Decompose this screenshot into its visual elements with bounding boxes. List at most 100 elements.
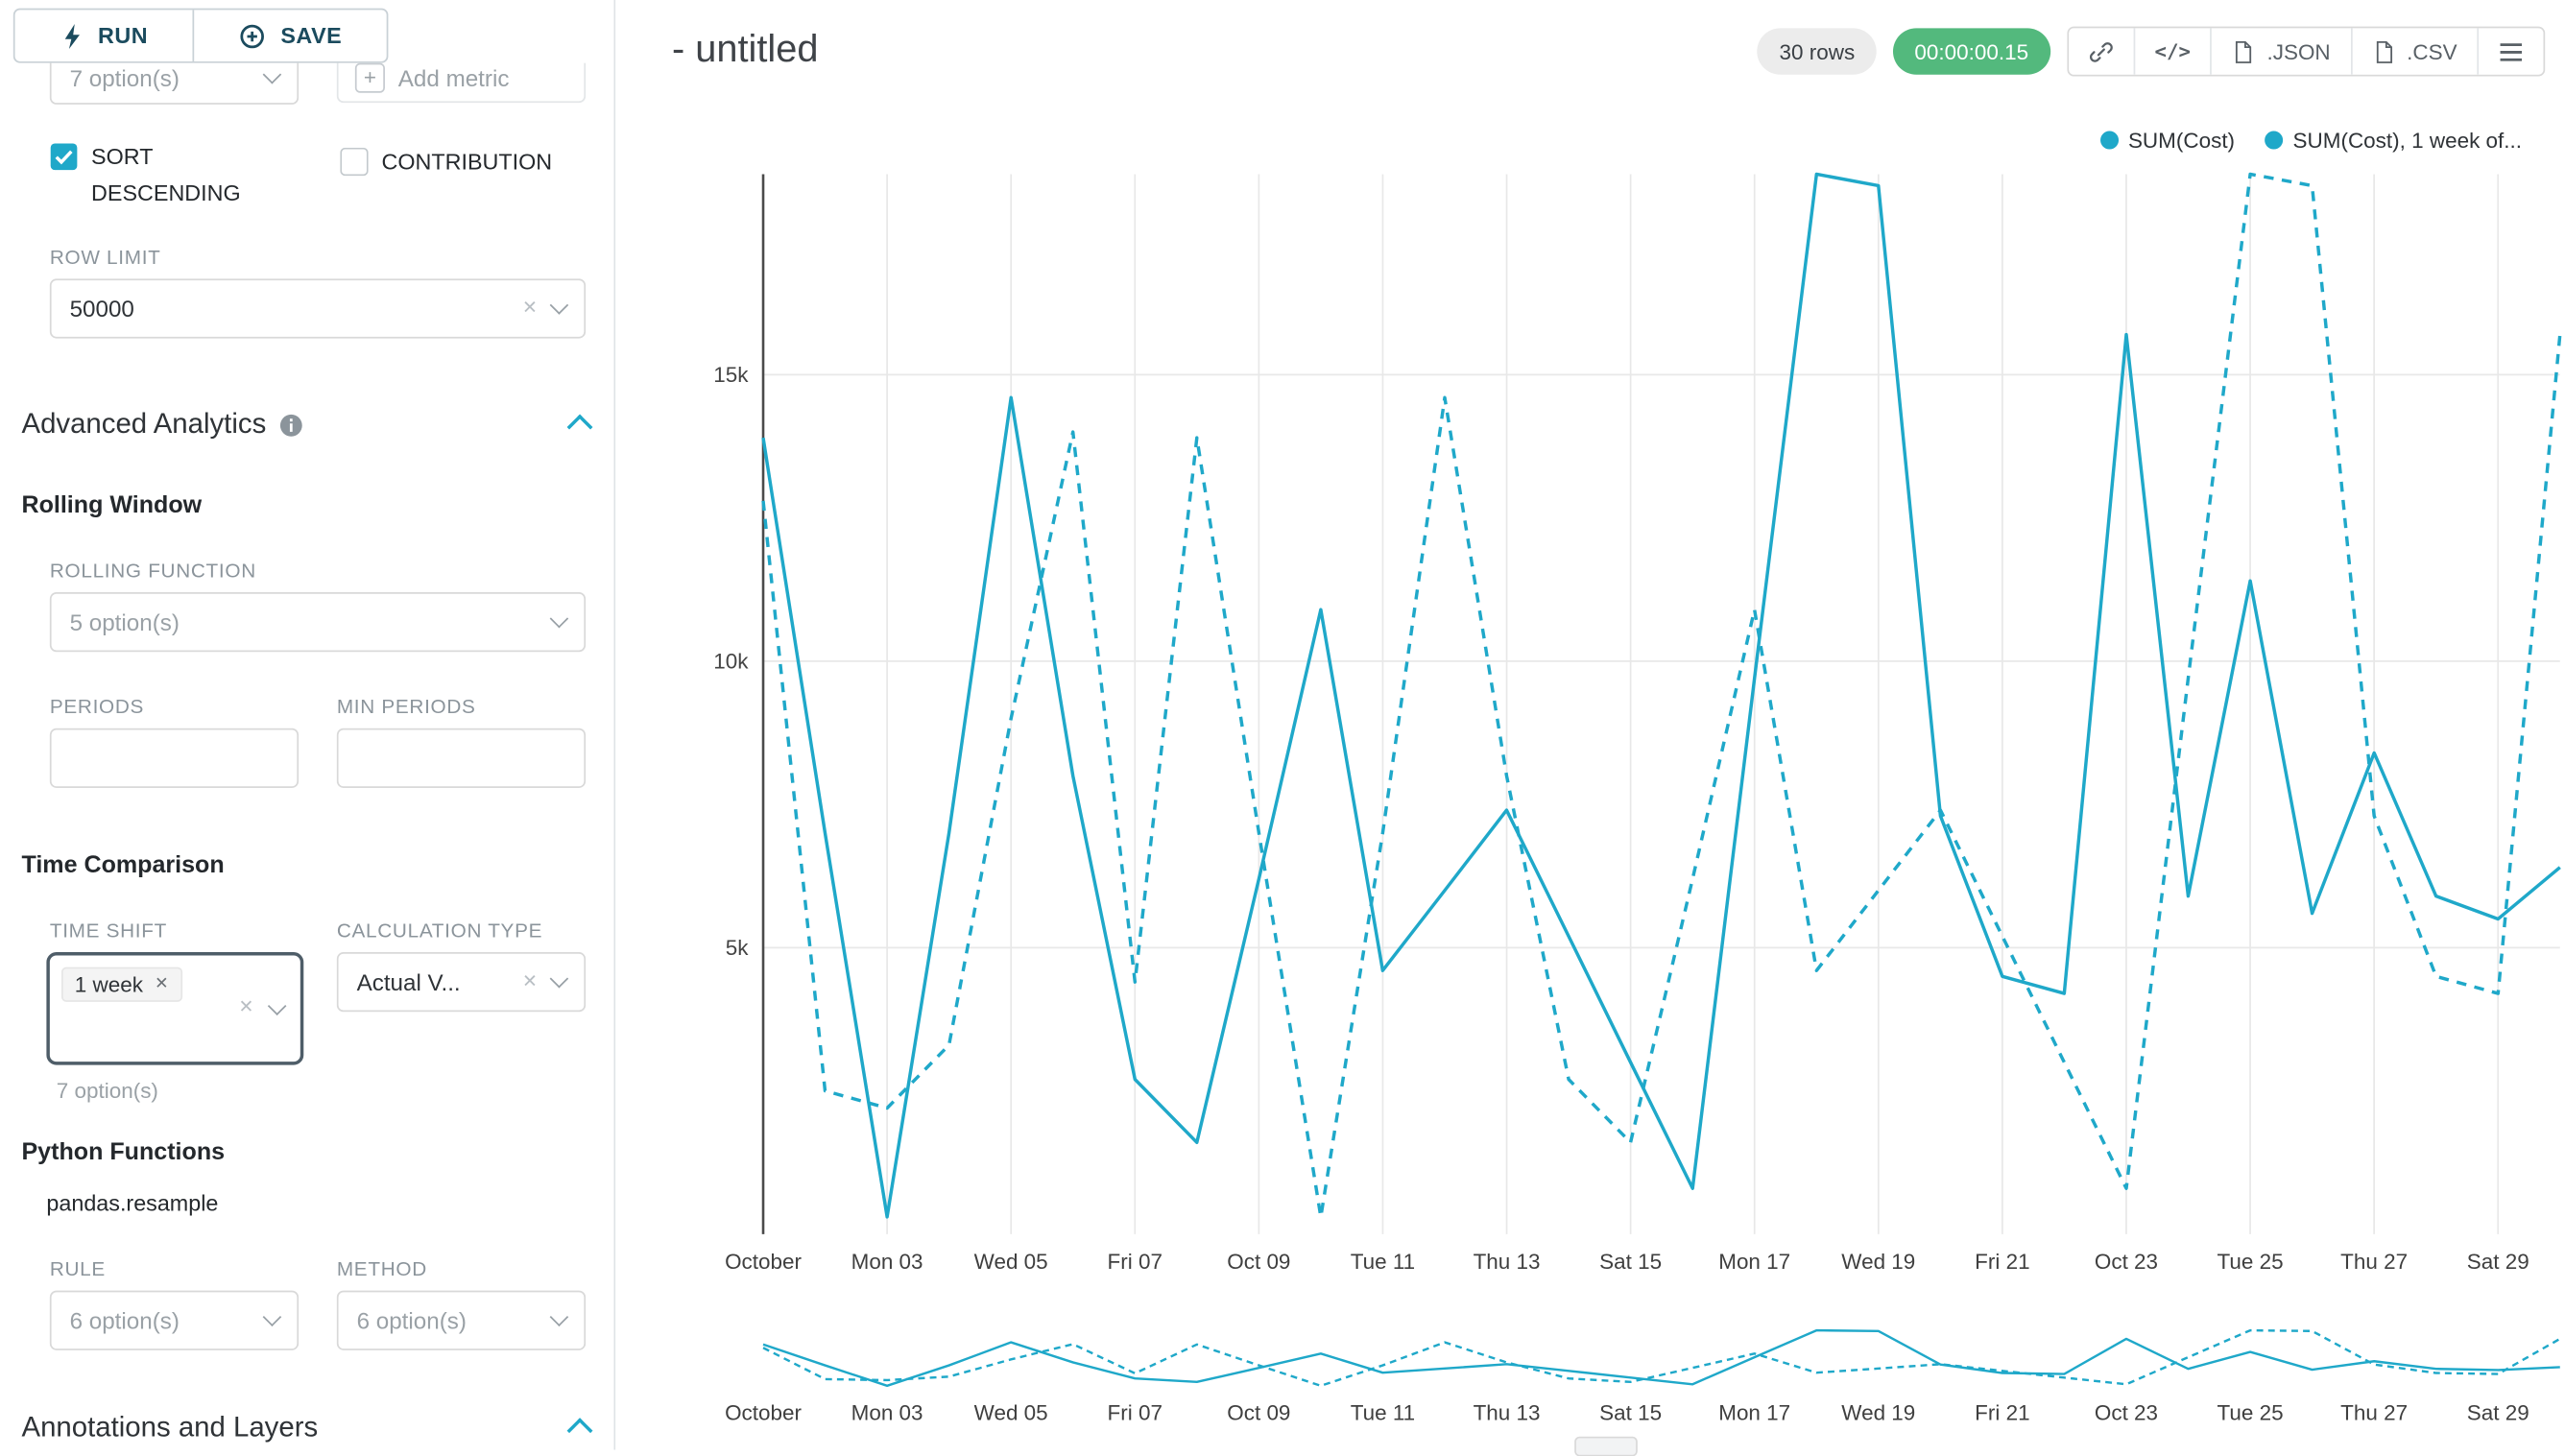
panel-header: RUN SAVE — [0, 0, 614, 63]
export-json-button[interactable]: .JSON — [2210, 28, 2351, 75]
method-select[interactable]: 6 option(s) — [336, 1290, 587, 1350]
legend-item[interactable]: SUM(Cost) — [2099, 128, 2236, 154]
x-tick-label: Oct 09 — [1227, 1400, 1290, 1424]
query-timer-badge: 00:00:00.15 — [1892, 28, 2050, 75]
x-tick-label: Mon 03 — [851, 1400, 923, 1424]
code-icon: </> — [2154, 39, 2191, 63]
rule-value: 6 option(s) — [69, 1306, 180, 1334]
chart-legend: SUM(Cost) SUM(Cost), 1 week of... — [2099, 128, 2522, 154]
control-panel: 7 option(s) Add metric RUN — [0, 0, 614, 1450]
x-tick-label: Fri 07 — [1108, 1400, 1163, 1424]
advanced-analytics-header[interactable]: Advanced Analytics — [21, 408, 593, 442]
run-save-group: RUN SAVE — [12, 8, 389, 63]
contribution-checkbox[interactable]: CONTRIBUTION — [340, 144, 552, 179]
pandas-resample-label: pandas.resample — [46, 1190, 219, 1216]
x-tick-label: October — [725, 1250, 802, 1274]
export-csv-button[interactable]: .CSV — [2350, 28, 2478, 75]
rolling-function-value: 5 option(s) — [69, 609, 180, 635]
row-limit-select[interactable]: 50000 ✕ — [49, 278, 587, 339]
copy-link-button[interactable] — [2068, 28, 2134, 75]
chevron-down-icon[interactable] — [549, 968, 569, 989]
x-tick-label: Wed 19 — [1841, 1400, 1915, 1424]
export-button-group: </> .JSON .CSV — [2066, 26, 2546, 77]
series-line-main — [761, 172, 2561, 1219]
series-line-mini — [762, 1328, 2560, 1388]
sort-descending-checkbox[interactable]: SORT DESCENDING — [50, 139, 282, 211]
x-tick-label: Tue 11 — [1351, 1400, 1415, 1424]
series-line-mini — [762, 1328, 2561, 1388]
min-periods-label: MIN PERIODS — [336, 695, 476, 719]
y-tick-label: 15k — [713, 363, 749, 387]
legend-dot-icon — [2265, 131, 2284, 150]
chart-header-actions: 30 rows 00:00:00.15 </> — [1758, 26, 2546, 77]
add-metric-label: Add metric — [397, 63, 510, 91]
chevron-down-icon[interactable] — [262, 64, 282, 84]
chevron-down-icon[interactable] — [549, 609, 569, 629]
x-tick-label: Thu 27 — [2340, 1400, 2408, 1424]
chart-title[interactable]: - untitled — [671, 26, 819, 70]
tag-remove-icon[interactable]: ✕ — [155, 974, 169, 993]
run-button-label: RUN — [97, 23, 149, 49]
legend-item[interactable]: SUM(Cost), 1 week of... — [2265, 128, 2522, 153]
x-tick-label: Thu 13 — [1474, 1250, 1541, 1274]
x-tick-label: Oct 23 — [2095, 1250, 2158, 1274]
x-tick-label: Mon 17 — [1718, 1400, 1790, 1424]
row-count-badge: 30 rows — [1758, 28, 1877, 75]
contribution-label: CONTRIBUTION — [381, 149, 553, 175]
x-tick-label: Thu 13 — [1474, 1400, 1541, 1424]
x-tick-label: Tue 11 — [1351, 1250, 1415, 1274]
legend-label: SUM(Cost), 1 week of... — [2292, 128, 2523, 154]
chevron-down-icon[interactable] — [267, 995, 287, 1015]
x-tick-label: Tue 25 — [2217, 1250, 2284, 1274]
rule-label: RULE — [49, 1257, 106, 1281]
hamburger-menu-icon — [2500, 42, 2523, 60]
x-tick-label: Oct 09 — [1227, 1250, 1290, 1274]
rolling-function-select[interactable]: 5 option(s) — [49, 592, 587, 653]
x-tick-label: Wed 05 — [974, 1250, 1048, 1274]
checkbox-unchecked-icon — [340, 148, 369, 177]
collapse-chevron-icon[interactable] — [566, 414, 593, 441]
embed-code-button[interactable]: </> — [2133, 28, 2211, 75]
info-icon[interactable] — [279, 412, 304, 437]
rule-select[interactable]: 6 option(s) — [49, 1290, 300, 1350]
x-tick-label: Fri 21 — [1975, 1250, 2029, 1274]
run-button[interactable]: RUN — [15, 10, 193, 61]
plus-circle-icon — [240, 23, 265, 48]
min-periods-input[interactable] — [336, 728, 587, 788]
python-functions-title: Python Functions — [21, 1139, 226, 1166]
legend-label: SUM(Cost) — [2127, 128, 2236, 154]
panel-resize-gutter[interactable] — [613, 0, 616, 1450]
metric-select-value: 7 option(s) — [69, 63, 180, 91]
save-button-label: SAVE — [280, 23, 343, 49]
time-comparison-title: Time Comparison — [21, 852, 225, 879]
export-csv-label: .CSV — [2407, 38, 2457, 64]
chevron-down-icon[interactable] — [549, 296, 569, 315]
x-tick-label: Fri 21 — [1975, 1400, 2029, 1424]
export-json-label: .JSON — [2266, 38, 2331, 64]
x-tick-label: Tue 25 — [2217, 1400, 2284, 1424]
x-tick-label: Mon 17 — [1718, 1250, 1790, 1274]
clear-icon[interactable]: ✕ — [238, 997, 254, 1018]
time-shift-tag: 1 week ✕ — [60, 967, 182, 1002]
x-tick-label: Sat 29 — [2467, 1400, 2529, 1424]
chart-resize-handle[interactable] — [1574, 1436, 1638, 1456]
calculation-type-value: Actual V... — [356, 968, 461, 995]
row-limit-value: 50000 — [69, 295, 134, 322]
clear-icon[interactable]: ✕ — [522, 970, 538, 991]
row-limit-label: ROW LIMIT — [49, 245, 161, 269]
annotations-header[interactable]: Annotations and Layers — [21, 1411, 593, 1445]
calculation-type-select[interactable]: Actual V... ✕ — [336, 952, 587, 1013]
chart-area: - untitled 30 rows 00:00:00.15 </> — [615, 0, 2565, 1456]
rolling-function-label: ROLLING FUNCTION — [49, 559, 256, 583]
chevron-down-icon[interactable] — [549, 1307, 569, 1327]
chart-menu-button[interactable] — [2477, 28, 2544, 75]
collapse-chevron-icon[interactable] — [566, 1418, 593, 1444]
annotations-title: Annotations and Layers — [21, 1411, 319, 1444]
time-shift-select[interactable]: 1 week ✕ ✕ — [46, 952, 304, 1065]
periods-input[interactable] — [49, 728, 300, 788]
save-button[interactable]: SAVE — [192, 10, 387, 61]
clear-icon[interactable]: ✕ — [522, 298, 538, 318]
method-label: METHOD — [336, 1257, 427, 1281]
chevron-down-icon[interactable] — [262, 1307, 282, 1327]
